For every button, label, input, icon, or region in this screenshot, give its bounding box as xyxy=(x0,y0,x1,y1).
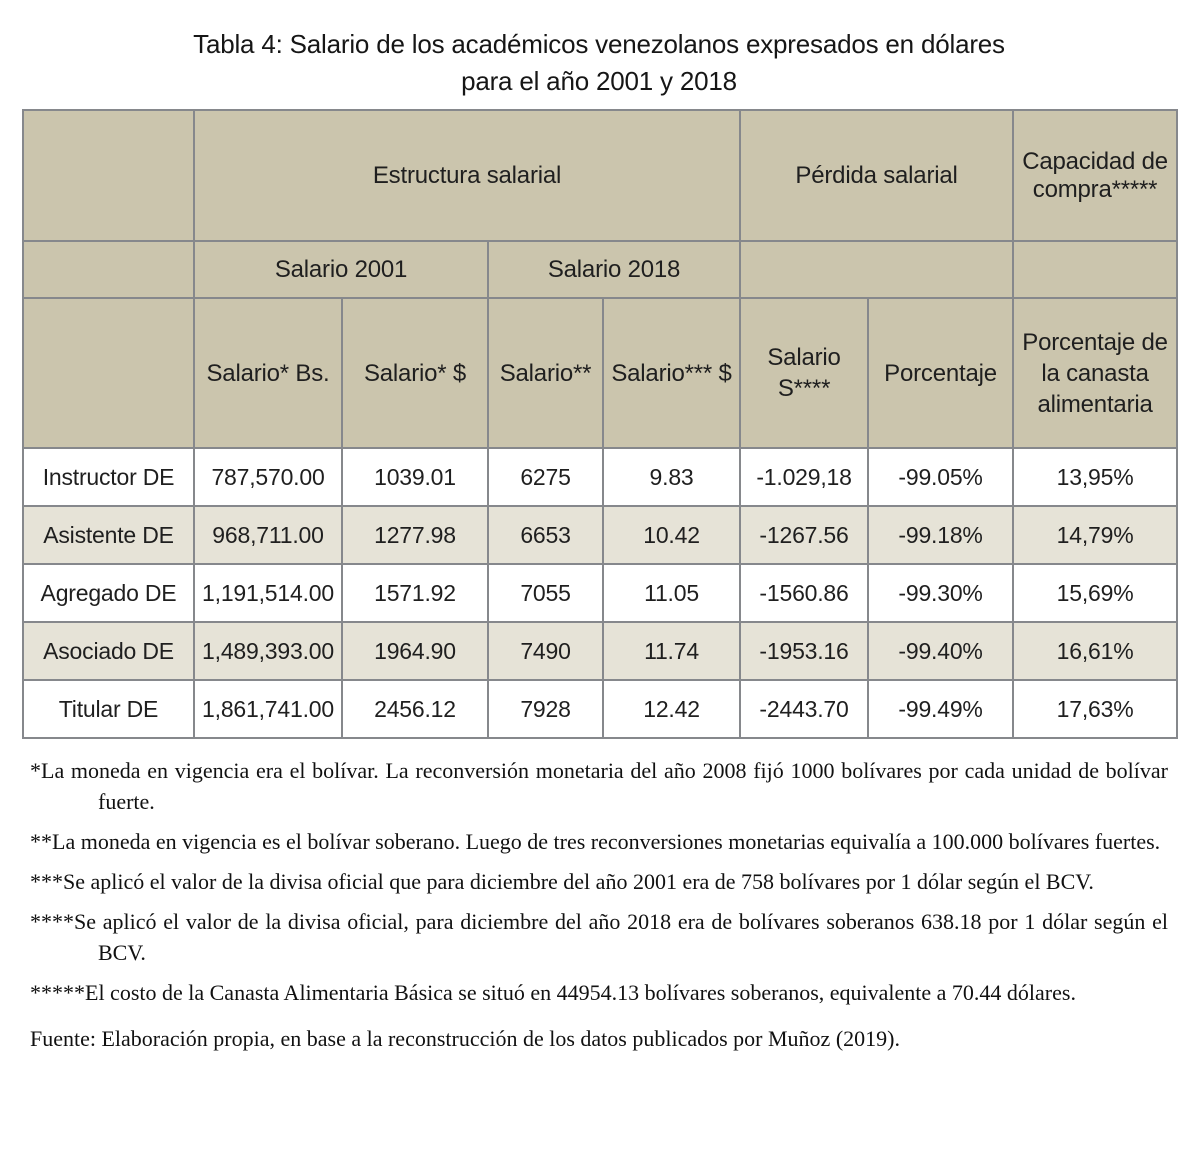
table-cell: 6275 xyxy=(487,447,604,507)
footnote-4: ****Se aplicó el valor de la divisa ofic… xyxy=(30,909,1168,965)
table-title: Tabla 4: Salario de los académicos venez… xyxy=(0,26,1198,100)
table-cell: -2443.70 xyxy=(739,679,870,739)
table-cell: 1571.92 xyxy=(341,563,489,623)
row-label: Agregado DE xyxy=(22,563,195,623)
table-cell: 7928 xyxy=(487,679,604,739)
table-cell: 968,711.00 xyxy=(193,505,343,565)
header-salario-bs: Salario* Bs. xyxy=(193,297,343,449)
column-header-row: Salario* Bs. Salario* $ Salario** Salari… xyxy=(22,297,1179,449)
row-label: Instructor DE xyxy=(22,447,195,507)
table-cell: -99.40% xyxy=(867,621,1015,681)
table-cell: 1,191,514.00 xyxy=(193,563,343,623)
empty-cell-capacidad xyxy=(1012,240,1179,299)
table-cell: -1267.56 xyxy=(739,505,870,565)
table-cell: 11.74 xyxy=(601,621,742,681)
table-cell: 7490 xyxy=(487,621,604,681)
table-cell: 2456.12 xyxy=(341,679,489,739)
footnotes: *La moneda en vigencia era el bolívar. L… xyxy=(30,755,1168,1008)
table-row-agregado: Agregado DE 1,191,514.00 1571.92 7055 11… xyxy=(22,563,1179,623)
corner-cell-bottom xyxy=(22,297,195,449)
row-label: Asociado DE xyxy=(22,621,195,681)
table-cell: 787,570.00 xyxy=(193,447,343,507)
table-row-titular: Titular DE 1,861,741.00 2456.12 7928 12.… xyxy=(22,679,1179,739)
empty-cell-perdida xyxy=(739,240,1015,299)
table-cell: 9.83 xyxy=(601,447,742,507)
page: Tabla 4: Salario de los académicos venez… xyxy=(0,26,1198,1168)
table-cell: 1964.90 xyxy=(341,621,489,681)
table-cell: 11.05 xyxy=(601,563,742,623)
table-cell: 13,95% xyxy=(1012,447,1179,507)
header-salario-2018-usd: Salario*** $ xyxy=(601,297,742,449)
header-perdida-salarial: Pérdida salarial xyxy=(739,109,1015,242)
header-salario-2001: Salario 2001 xyxy=(193,240,489,299)
corner-cell-top xyxy=(22,109,195,242)
header-estructura-salarial: Estructura salarial xyxy=(192,109,742,242)
row-label: Titular DE xyxy=(22,679,195,739)
footnote-2: **La moneda en vigencia es el bolívar so… xyxy=(30,829,1161,854)
table-cell: 15,69% xyxy=(1012,563,1179,623)
table-cell: 1039.01 xyxy=(341,447,489,507)
table-cell: 10.42 xyxy=(601,505,742,565)
year-header-row: Salario 2001 Salario 2018 xyxy=(22,240,1179,299)
header-canasta-alimentaria: Porcentaje de la canasta alimentaria xyxy=(1012,297,1179,449)
table-cell: -1560.86 xyxy=(739,563,870,623)
table-title-line2: para el año 2001 y 2018 xyxy=(461,66,737,96)
source-line: Fuente: Elaboración propia, en base a la… xyxy=(30,1026,900,1051)
table-cell: -99.30% xyxy=(867,563,1015,623)
table-row-asistente: Asistente DE 968,711.00 1277.98 6653 10.… xyxy=(22,505,1179,565)
table-cell: 12.42 xyxy=(601,679,742,739)
corner-cell-middle xyxy=(22,240,195,299)
header-salario-usd-2001: Salario* $ xyxy=(341,297,489,449)
footnote-5: *****El costo de la Canasta Alimentaria … xyxy=(30,980,1076,1005)
table-cell: 1,861,741.00 xyxy=(193,679,343,739)
table-cell: -99.18% xyxy=(867,505,1015,565)
table-cell: -99.05% xyxy=(867,447,1015,507)
header-salario-s: Salario S**** xyxy=(739,297,870,449)
footnote-3: ***Se aplicó el valor de la divisa ofici… xyxy=(30,869,1094,894)
table-cell: -1953.16 xyxy=(739,621,870,681)
table-cell: 16,61% xyxy=(1012,621,1179,681)
group-header-row: Estructura salarial Pérdida salarial Cap… xyxy=(22,109,1179,242)
header-salario-2018-bs: Salario** xyxy=(487,297,604,449)
header-porcentaje: Porcentaje xyxy=(867,297,1015,449)
table-cell: 7055 xyxy=(487,563,604,623)
table-cell: -1.029,18 xyxy=(739,447,870,507)
table-cell: 1,489,393.00 xyxy=(193,621,343,681)
header-salario-2018: Salario 2018 xyxy=(486,240,742,299)
table-title-line1: Tabla 4: Salario de los académicos venez… xyxy=(193,29,1005,59)
row-label: Asistente DE xyxy=(22,505,195,565)
table-cell: 14,79% xyxy=(1012,505,1179,565)
table-row-asociado: Asociado DE 1,489,393.00 1964.90 7490 11… xyxy=(22,621,1179,681)
table-row-instructor: Instructor DE 787,570.00 1039.01 6275 9.… xyxy=(22,447,1179,507)
header-capacidad-compra: Capacidad de compra***** xyxy=(1012,109,1179,242)
salary-table: Estructura salarial Pérdida salarial Cap… xyxy=(22,109,1179,739)
footnote-1: *La moneda en vigencia era el bolívar. L… xyxy=(30,758,1168,814)
table-cell: 17,63% xyxy=(1012,679,1179,739)
table-cell: 6653 xyxy=(487,505,604,565)
table-cell: -99.49% xyxy=(867,679,1015,739)
table-cell: 1277.98 xyxy=(341,505,489,565)
